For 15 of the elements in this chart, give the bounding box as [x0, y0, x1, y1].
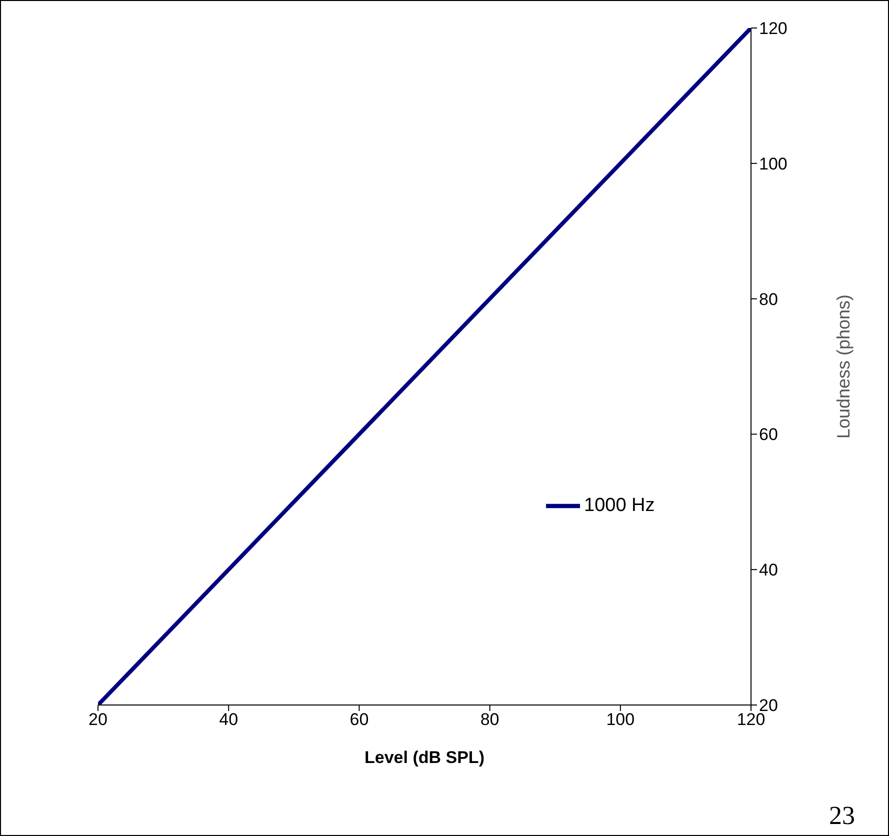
x-tick-label: 60 [350, 710, 369, 730]
y-tick-label: 40 [759, 560, 778, 580]
x-axis-title: Level (dB SPL) [364, 748, 484, 767]
y-axis-title: Loudness (phons) [833, 294, 854, 439]
y-tick-label: 80 [759, 290, 778, 309]
y-tick-label: 60 [759, 425, 778, 444]
x-tick-label: 20 [88, 710, 108, 730]
y-tick-label: 120 [759, 19, 788, 38]
y-tick-label: 100 [759, 154, 788, 174]
x-tick-label: 100 [606, 710, 635, 730]
x-tick-label: 120 [736, 710, 766, 730]
x-tick-label: 40 [219, 710, 238, 730]
x-tick-label: 80 [480, 710, 500, 730]
legend-label: 1000 Hz [584, 495, 655, 516]
text: 23 [829, 801, 855, 831]
